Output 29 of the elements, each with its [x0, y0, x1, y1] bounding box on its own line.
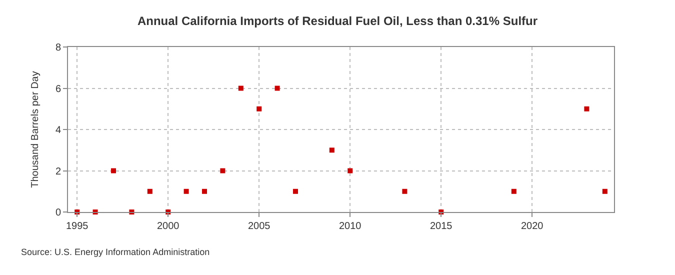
point: [274, 86, 280, 91]
source-note: Source: U.S. Energy Information Administration: [21, 247, 210, 257]
x-tick-label: 2010: [338, 221, 362, 232]
point: [220, 168, 226, 174]
point: [147, 188, 152, 194]
point: [329, 148, 334, 153]
point: [584, 106, 590, 112]
y-axis-title: Thousand Barrels per Day: [30, 71, 41, 188]
point: [202, 188, 207, 194]
point: [402, 188, 408, 194]
point: [511, 188, 516, 194]
y-tick-label: 2: [55, 166, 62, 178]
x-tick-label: 2020: [520, 221, 544, 232]
x-tick-label: 2000: [156, 221, 180, 232]
point: [293, 188, 298, 194]
point: [602, 188, 608, 194]
y-tick-label: 4: [55, 125, 62, 136]
point: [256, 106, 262, 112]
point: [238, 86, 244, 91]
y-tick-label: 8: [55, 42, 62, 54]
x-tick-label: 1995: [66, 221, 89, 232]
x-tick-label: 2015: [430, 221, 453, 232]
point: [111, 168, 116, 174]
x-tick-label: 2005: [248, 221, 271, 232]
chart-title: Annual California Imports of Residual Fuel Oil, Less than 0.31% Sulfur: [137, 14, 538, 28]
point: [184, 188, 189, 194]
y-tick-label: 0: [55, 208, 62, 218]
point: [348, 168, 353, 174]
y-tick-label: 6: [55, 84, 62, 95]
